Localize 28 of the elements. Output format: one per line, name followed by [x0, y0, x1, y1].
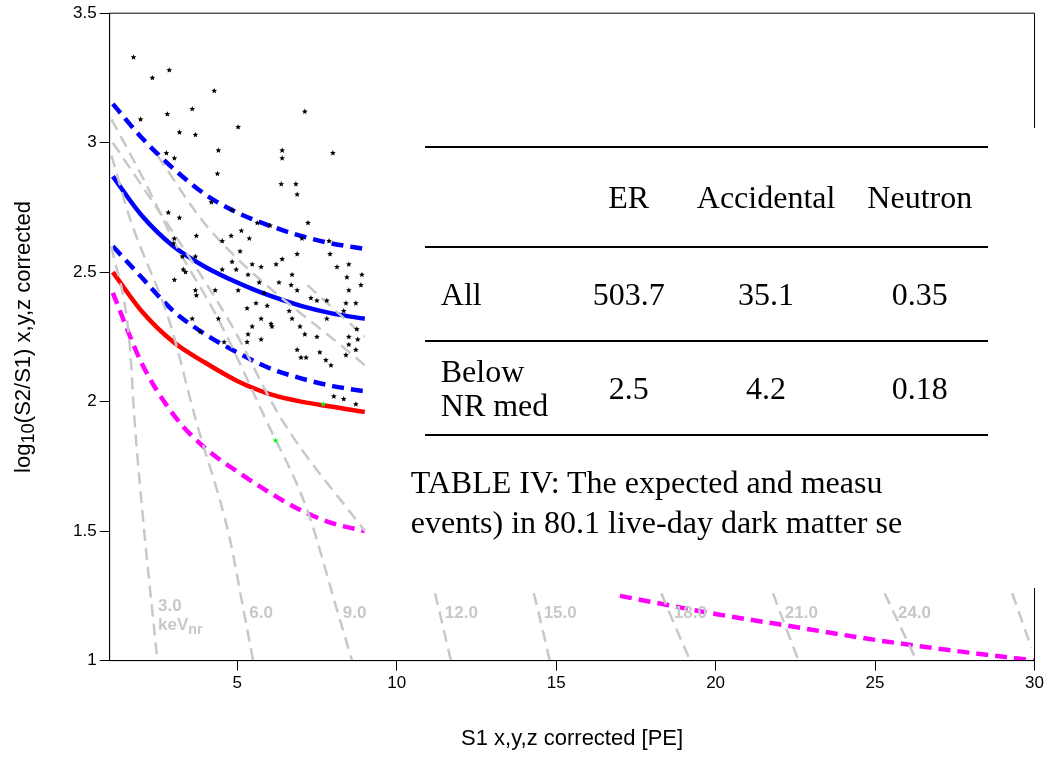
annotation: ER — [607, 177, 651, 217]
x-tick-label: 10 — [387, 673, 407, 693]
x-tick-label: 30 — [1025, 673, 1045, 693]
annotation: Below NR med — [439, 352, 550, 425]
annotation: 503.7 — [591, 275, 666, 314]
annotation: Neutron — [866, 177, 974, 217]
x-tick-label: 25 — [865, 673, 885, 693]
y-tick-label: 1.5 — [72, 520, 97, 540]
annotation: 4.2 — [745, 369, 788, 408]
y-tick-label: 2.5 — [72, 261, 97, 281]
y-tick-label: 3 — [87, 132, 97, 152]
annotation: All — [439, 275, 483, 314]
x-tick-label: 20 — [706, 673, 726, 693]
annotation: 2.5 — [607, 369, 650, 408]
x-axis-title: S1 x,y,z corrected [PE] — [460, 725, 685, 751]
annotation: 35.1 — [737, 275, 796, 314]
y-tick-label: 3.5 — [72, 2, 97, 22]
annotation: 0.35 — [890, 275, 949, 314]
annotation: events) in 80.1 live-day dark matter se — [410, 503, 904, 542]
line-series — [110, 174, 368, 322]
line-series — [110, 269, 368, 415]
x-tick-label: 5 — [232, 673, 242, 693]
y-tick-label: 1 — [87, 650, 97, 670]
annotation: 0.18 — [890, 369, 949, 408]
annotation: TABLE IV: The expected and measu — [410, 463, 884, 502]
x-tick-label: 15 — [546, 673, 566, 693]
annotation: Accidental — [695, 177, 837, 217]
y-tick-label: 2 — [87, 391, 97, 411]
